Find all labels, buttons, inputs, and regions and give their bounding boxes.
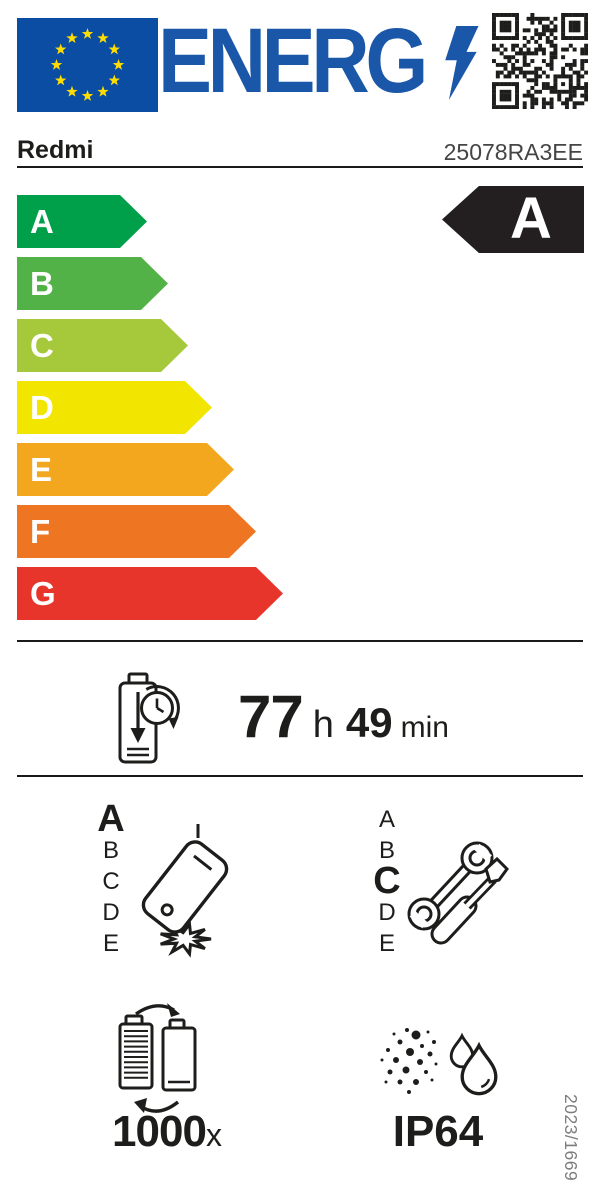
energy-rating-arrow: A: [442, 186, 584, 253]
regulation-number: 2023/1669: [561, 1094, 581, 1182]
endurance-hours: 77: [238, 683, 304, 750]
repairability-class-scale: A B C D E: [364, 804, 410, 959]
class-letter: B: [378, 837, 395, 864]
battery-cycles-value: 1000x: [92, 1110, 242, 1162]
bar-letter: A: [30, 203, 54, 240]
bar-letter: D: [30, 389, 54, 426]
battery-endurance-icon: [118, 672, 180, 764]
endurance-hours-unit: h: [312, 704, 334, 746]
class-letter: E: [378, 930, 395, 957]
class-letter-selected: C: [373, 860, 401, 902]
brand-name: Redmi: [17, 136, 94, 164]
endurance-minutes: 49: [345, 699, 393, 746]
divider: [17, 640, 583, 642]
bar-letter: B: [30, 265, 54, 302]
class-letter: A: [378, 806, 395, 833]
eu-flag-icon: [17, 18, 158, 112]
endurance-minutes-unit: min: [400, 711, 449, 744]
energy-class-bar-e: E: [17, 443, 234, 496]
free-fall-class-scale: A B C D E: [88, 798, 134, 959]
class-letter-selected: A: [97, 798, 125, 840]
cycles-unit: x: [205, 1117, 222, 1153]
energy-class-bar-d: D: [17, 381, 212, 434]
class-letter: D: [102, 899, 120, 926]
model-identifier: 25078RA3EE: [443, 139, 583, 165]
dust-particles-icon: [380, 1028, 438, 1094]
bar-letter: E: [30, 451, 53, 488]
class-letter: E: [102, 930, 119, 957]
qr-code: [492, 13, 588, 109]
energy-class-bar-c: C: [17, 319, 188, 372]
cycles-number: 1000: [112, 1107, 207, 1156]
bar-letter: F: [30, 513, 51, 550]
energy-rating-letter: A: [510, 186, 552, 251]
divider: [17, 166, 583, 168]
class-letter: C: [102, 868, 120, 895]
energy-class-bar-g: G: [17, 567, 283, 620]
energy-class-bar-f: F: [17, 505, 256, 558]
class-letter: B: [102, 837, 119, 864]
ingress-protection-value: IP64: [392, 1107, 484, 1156]
water-drops-icon: [449, 1032, 498, 1096]
repair-tools-icon: [407, 841, 509, 945]
energy-class-bar-a: A: [17, 195, 147, 248]
lightning-bolt-icon: [445, 26, 479, 100]
bar-letter: C: [30, 327, 54, 364]
energ-logo-text: ENERG: [158, 10, 428, 112]
energy-class-bar-b: B: [17, 257, 168, 310]
divider: [17, 775, 583, 777]
class-letter: D: [378, 899, 396, 926]
bar-letter: G: [30, 575, 56, 612]
battery-cycles-icon: [118, 1003, 197, 1113]
battery-endurance-value: 77 h 49 min: [238, 676, 449, 751]
free-fall-phone-icon: [141, 824, 229, 958]
